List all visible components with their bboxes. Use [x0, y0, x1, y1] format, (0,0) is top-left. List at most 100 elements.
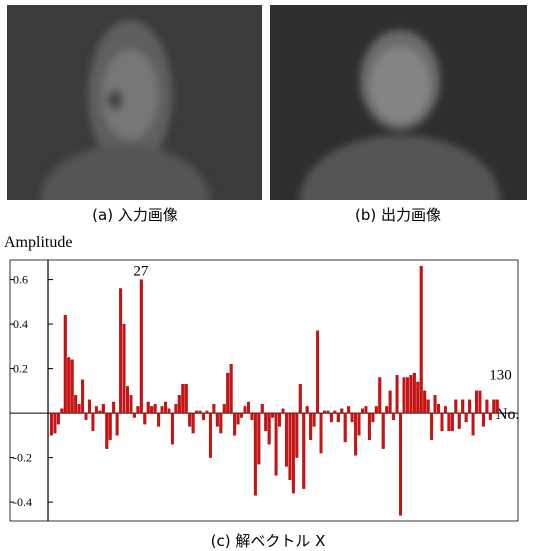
bar: [116, 413, 119, 435]
bar: [271, 413, 274, 417]
bar: [240, 413, 243, 417]
bar: [423, 391, 426, 413]
bar: [344, 413, 347, 442]
bar: [251, 413, 254, 420]
bar: [492, 400, 495, 413]
bar: [133, 413, 136, 417]
bar: [60, 409, 63, 413]
annotation: 27: [133, 264, 149, 280]
bar: [358, 413, 361, 435]
y-tick-label: 0.4: [13, 317, 28, 331]
y-axis-label: Amplitude: [4, 234, 72, 251]
bar: [74, 395, 77, 413]
bar: [323, 411, 326, 413]
bar: [365, 406, 368, 413]
caption: (b) 出力画像: [355, 206, 441, 224]
caption: (c) 解ベクトル X: [211, 532, 326, 550]
bar: [482, 413, 485, 426]
bar: [199, 411, 202, 413]
bar: [337, 413, 340, 422]
bar: [237, 413, 240, 424]
bar: [119, 288, 122, 413]
bar: [247, 402, 250, 413]
bar: [403, 377, 406, 413]
bar: [416, 382, 419, 413]
bar: [50, 413, 53, 435]
plot: -0.4-0.20.20.40.6No.27130: [10, 260, 520, 521]
bar: [306, 406, 309, 413]
bar: [479, 391, 482, 413]
bar: [157, 413, 160, 426]
bar: [420, 266, 423, 413]
bar: [85, 413, 88, 420]
bar: [347, 406, 350, 413]
bar: [309, 413, 312, 440]
bar: [92, 413, 95, 431]
bar: [213, 404, 216, 413]
bar: [340, 409, 343, 413]
bar: [330, 413, 333, 422]
bar: [389, 391, 392, 413]
bar: [378, 377, 381, 413]
bar: [95, 406, 98, 413]
bar: [437, 404, 440, 413]
bar: [292, 413, 295, 493]
bar: [150, 406, 153, 413]
bar: [372, 413, 375, 422]
bar: [406, 377, 409, 413]
bar: [188, 413, 191, 426]
bar: [316, 331, 319, 413]
bar: [475, 391, 478, 413]
plot-frame: [10, 260, 518, 521]
bar: [57, 413, 60, 424]
bar: [164, 402, 167, 413]
bar: [54, 413, 57, 433]
bar: [396, 375, 399, 413]
bar: [454, 400, 457, 413]
bar: [181, 384, 184, 413]
bar: [192, 413, 195, 433]
bar: [185, 384, 188, 413]
bar: [354, 413, 357, 455]
bar: [302, 413, 305, 489]
bar: [202, 413, 205, 420]
bar: [458, 413, 461, 429]
figure: (a) 入力画像 (b) 出力画像 (c) 解ベクトル X Amplitude …: [0, 0, 536, 551]
bar: [219, 413, 222, 433]
bar: [244, 406, 247, 413]
bar: [99, 411, 102, 413]
bar: [385, 406, 388, 413]
bar: [461, 400, 464, 413]
bar: [496, 400, 499, 413]
bar: [382, 413, 385, 449]
bar: [102, 404, 105, 413]
bar: [468, 400, 471, 413]
bar: [171, 413, 174, 444]
bar: [154, 404, 157, 413]
bar: [78, 404, 81, 413]
bar: [289, 413, 292, 480]
bar: [275, 413, 278, 475]
bar: [161, 406, 164, 413]
bar: [143, 413, 146, 424]
bar: [223, 404, 226, 413]
bar: [327, 411, 330, 413]
annotation: 130: [489, 368, 512, 384]
bar: [216, 413, 219, 426]
bar: [105, 413, 108, 449]
bar: [81, 380, 84, 413]
bar: [441, 413, 444, 431]
page: {"figures": {"captions": ["(a) 入力画像", "(…: [0, 0, 536, 551]
bar: [489, 413, 492, 420]
bar: [147, 402, 150, 413]
bar: [299, 384, 302, 413]
bar: [320, 413, 323, 453]
bar: [427, 400, 430, 413]
caption: (a) 入力画像: [92, 206, 178, 224]
bar: [175, 404, 178, 413]
y-tick-label: 0.6: [13, 273, 28, 287]
bar: [375, 406, 378, 413]
bar: [278, 413, 281, 426]
bar: [392, 413, 395, 420]
bar: [444, 406, 447, 413]
